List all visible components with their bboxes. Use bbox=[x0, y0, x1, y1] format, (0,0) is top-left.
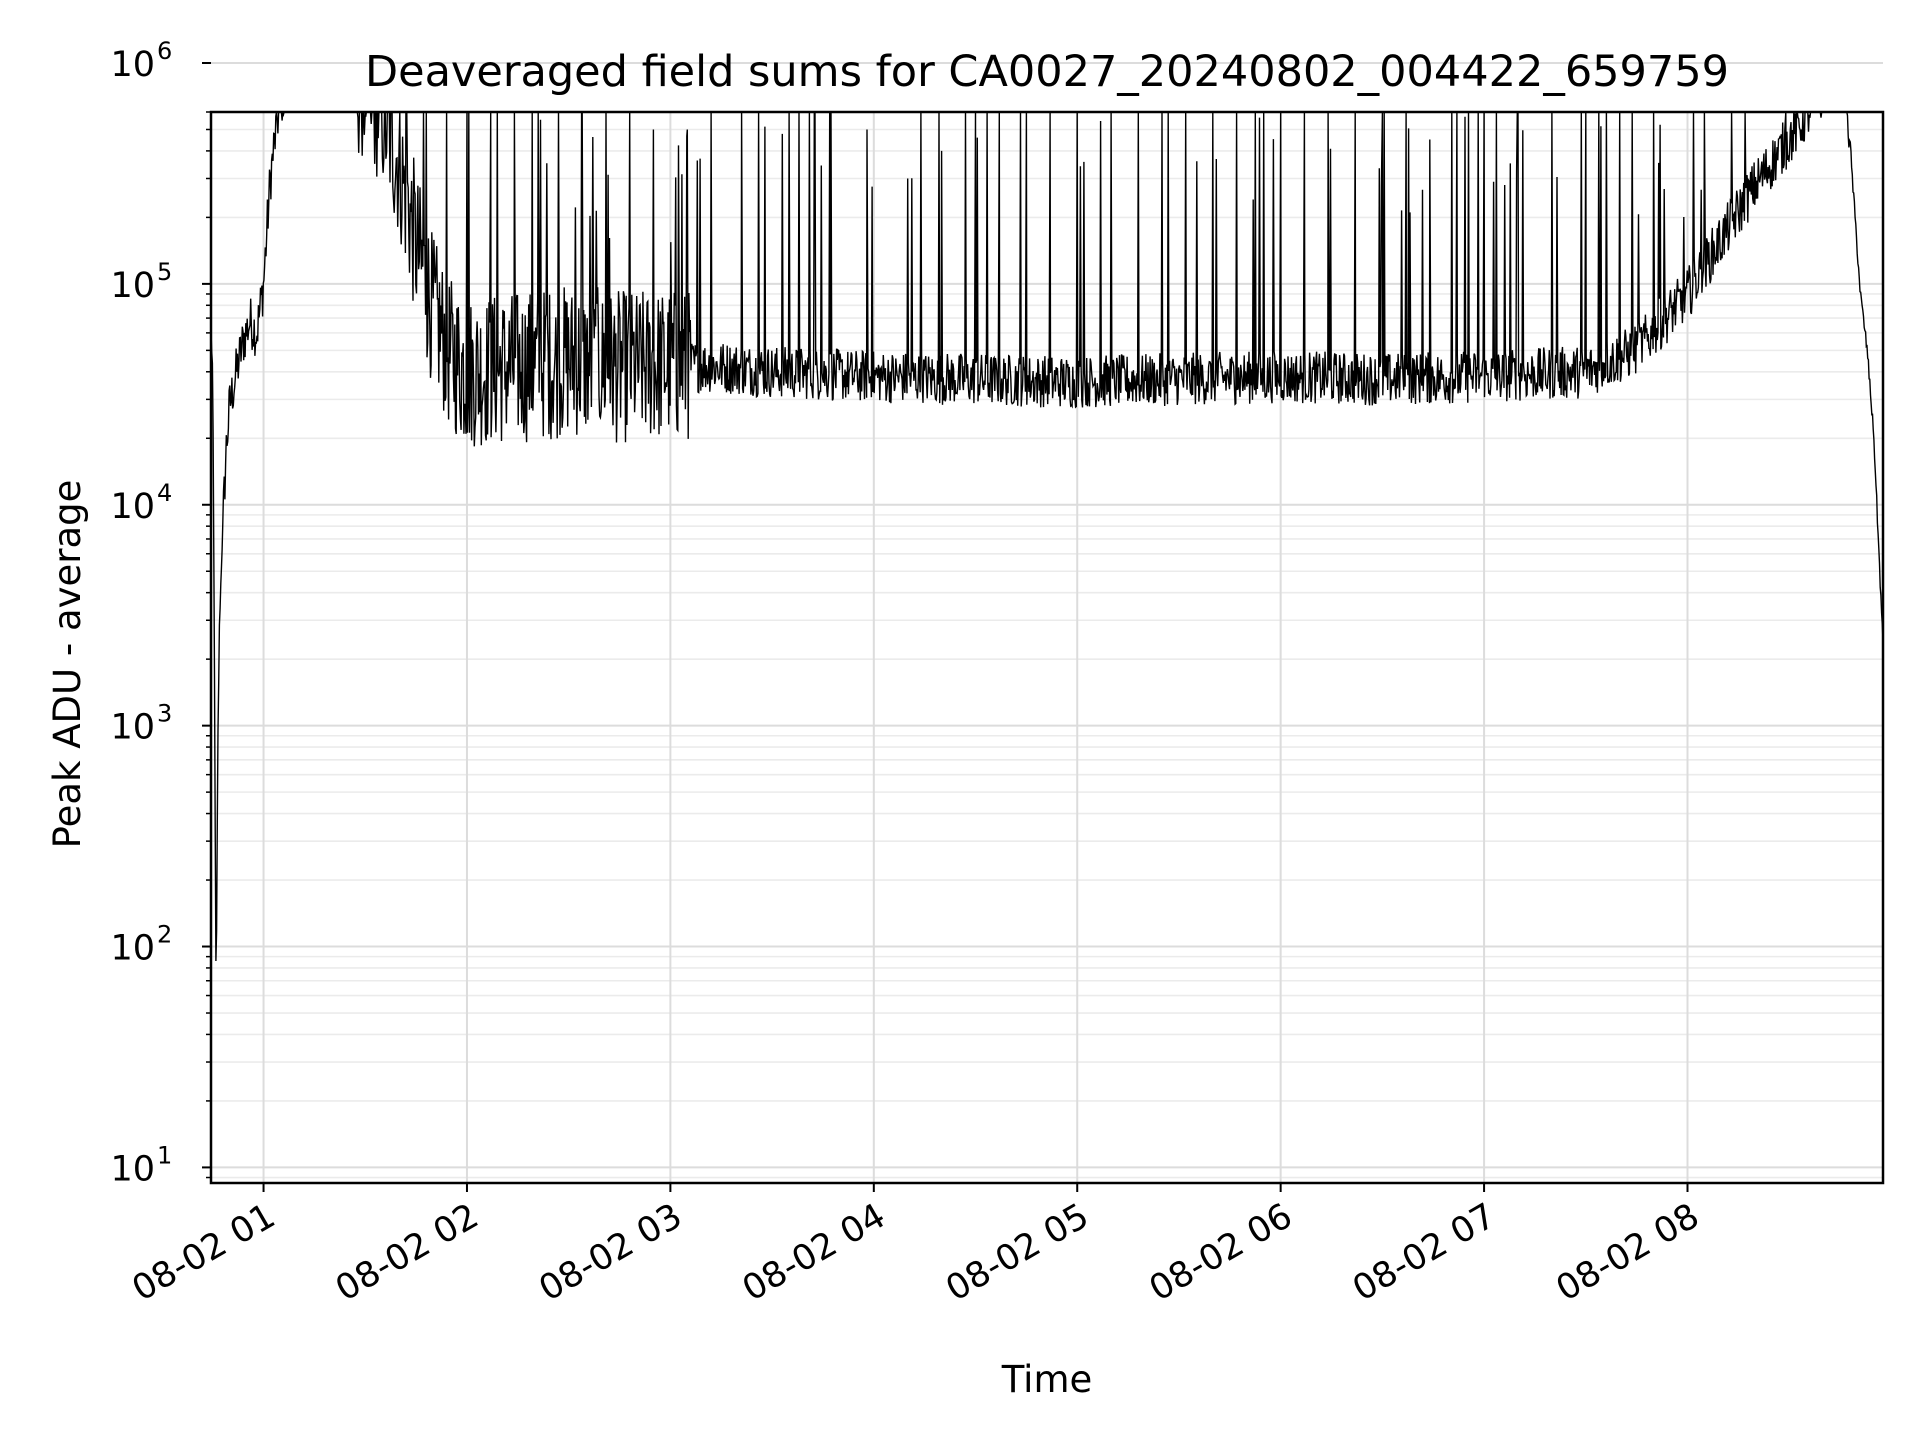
grid-minor-lines bbox=[211, 111, 1883, 1179]
y-tick-label: 10 bbox=[110, 708, 155, 748]
series-layer bbox=[210, 111, 1884, 962]
y-tick-label: 10 bbox=[110, 929, 155, 969]
plot-frame bbox=[209, 110, 1885, 1185]
chart-title: Deaveraged field sums for CA0027_2024080… bbox=[365, 47, 1729, 97]
y-tick-label-exponent: 5 bbox=[157, 258, 172, 286]
series-line bbox=[210, 111, 1884, 962]
y-tick-label-exponent: 3 bbox=[157, 700, 172, 728]
y-tick-label-exponent: 6 bbox=[157, 37, 172, 65]
y-axis-label: Peak ADU - average bbox=[46, 480, 89, 849]
y-tick-label-exponent: 4 bbox=[157, 479, 172, 507]
y-tick-label: 10 bbox=[110, 266, 155, 306]
y-tick-label-exponent: 1 bbox=[157, 1141, 172, 1169]
y-tick-label: 10 bbox=[110, 1149, 155, 1189]
x-axis-label: Time bbox=[1001, 1358, 1093, 1401]
y-tick-label: 10 bbox=[110, 487, 155, 527]
y-tick-label-exponent: 2 bbox=[157, 921, 172, 949]
y-tick-label: 10 bbox=[110, 45, 155, 85]
ticks-layer bbox=[202, 61, 1689, 1192]
